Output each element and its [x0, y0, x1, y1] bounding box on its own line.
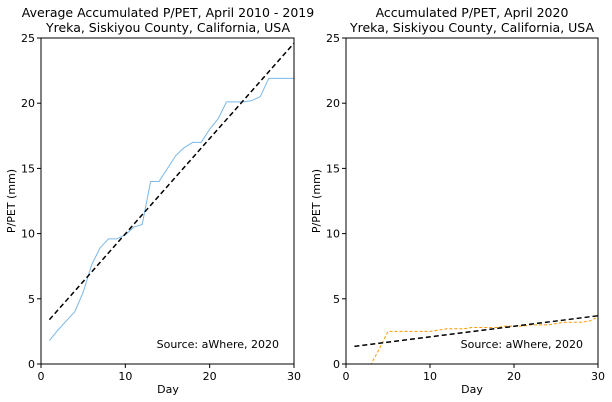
y-tick-label: 5: [28, 293, 35, 306]
y-tick-label: 5: [333, 293, 340, 306]
plot-frame: [345, 37, 599, 365]
x-tick-label: 10: [423, 370, 437, 383]
plot-area: [354, 315, 599, 365]
y-tick-label: 15: [21, 162, 35, 175]
source-annotation: Source: aWhere, 2020: [157, 338, 279, 351]
x-tick-label: 30: [287, 370, 301, 383]
y-tick-label: 10: [326, 228, 340, 241]
x-tick-label: 30: [591, 370, 605, 383]
y-tick-label: 15: [326, 162, 340, 175]
trend-line: [48, 42, 295, 321]
x-tick-label: 20: [507, 370, 521, 383]
x-tick-label: 20: [203, 370, 217, 383]
x-tick-label: 10: [118, 370, 132, 383]
y-axis-label: P/PET (mm): [5, 169, 18, 233]
x-tick-label: 0: [343, 370, 350, 383]
x-axis-label: Day: [157, 383, 179, 396]
x-tick-label: 0: [38, 370, 45, 383]
y-tick-label: 0: [333, 358, 340, 371]
data-series-line: [354, 316, 599, 365]
plot-area: [48, 42, 295, 341]
data-series-line: [49, 77, 294, 341]
chart-left: Average Accumulated P/PET, April 2010 - …: [5, 5, 314, 396]
chart-subtitle: Yreka, Siskiyou County, California, USA: [349, 20, 594, 35]
source-annotation: Source: aWhere, 2020: [461, 338, 583, 351]
chart-subtitle: Yreka, Siskiyou County, California, USA: [45, 20, 290, 35]
y-tick-label: 25: [326, 32, 340, 45]
chart-right: Accumulated P/PET, April 2020 Yreka, Sis…: [310, 5, 605, 396]
y-tick-label: 10: [21, 228, 35, 241]
trend-line: [354, 315, 599, 348]
y-axis-label: P/PET (mm): [310, 169, 323, 233]
y-tick-label: 20: [21, 97, 35, 110]
plot-frame: [40, 37, 295, 365]
y-tick-label: 25: [21, 32, 35, 45]
chart-title: Accumulated P/PET, April 2020: [376, 5, 569, 20]
x-axis-label: Day: [461, 383, 483, 396]
y-tick-label: 20: [326, 97, 340, 110]
y-tick-label: 0: [28, 358, 35, 371]
chart-title: Average Accumulated P/PET, April 2010 - …: [22, 5, 314, 20]
